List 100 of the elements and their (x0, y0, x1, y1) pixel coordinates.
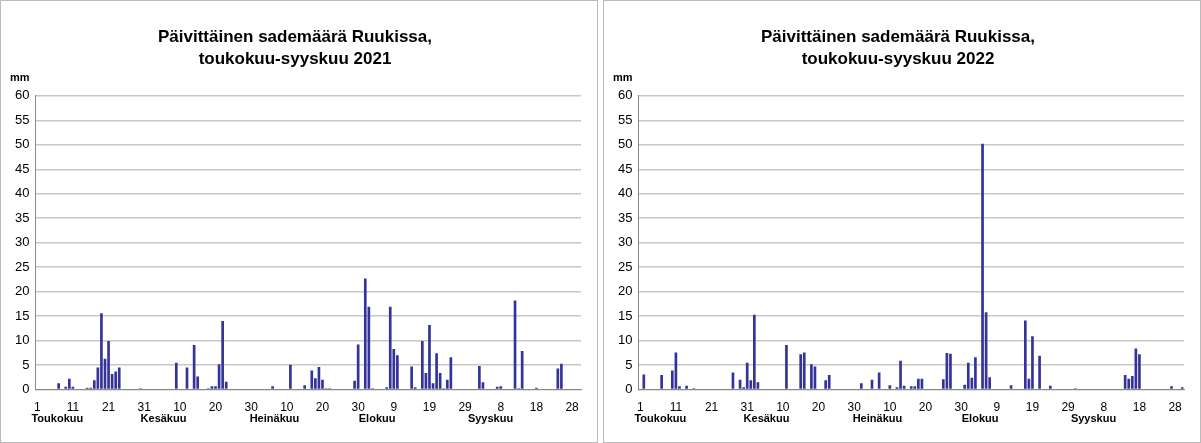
bar (974, 357, 977, 389)
bar (785, 345, 788, 389)
bar (685, 385, 688, 389)
bar (642, 374, 646, 389)
bar (271, 386, 274, 389)
bar (388, 306, 392, 389)
bar (289, 364, 292, 389)
bar (1048, 385, 1052, 389)
x-tick-label: 10 (776, 400, 790, 415)
y-tick-label: 35 (14, 209, 30, 225)
x-tick-label: 20 (315, 400, 330, 415)
x-tick-label: 19 (1025, 400, 1040, 415)
y-tick-label: 25 (617, 258, 633, 274)
text: Heinäkuu (249, 412, 300, 425)
text: Syyskuu (1070, 412, 1117, 425)
bar (556, 368, 560, 389)
bar (1038, 355, 1041, 389)
bar (117, 367, 121, 389)
y-tick-label: 0 (625, 381, 633, 397)
x-tick-label: 10 (883, 400, 897, 415)
bar (428, 324, 431, 389)
y-tick-label: 50 (617, 136, 633, 152)
bar (435, 353, 438, 389)
bar (1170, 386, 1173, 389)
x-tick-label: 28 (565, 400, 580, 415)
y-tick-label: 10 (617, 332, 633, 348)
bar (68, 378, 71, 389)
x-tick-label: 9 (390, 400, 398, 415)
text: Elokuu (358, 412, 396, 425)
text: Kesäkuu (743, 412, 790, 425)
x-tick-label: 1 (33, 400, 41, 415)
x-tick-label: 10 (280, 400, 294, 415)
y-tick-label: 55 (14, 111, 30, 127)
x-tick-label: 20 (918, 400, 933, 415)
bar (114, 371, 118, 389)
y-tick-label: 55 (617, 111, 633, 127)
y-axis-title: mm (9, 71, 30, 84)
x-tick-label: 30 (954, 400, 969, 415)
x-tick-label: 31 (740, 400, 755, 415)
x-tick-label: 18 (1132, 400, 1147, 415)
bar (799, 354, 803, 389)
bar (802, 352, 806, 389)
bar (1127, 378, 1131, 389)
y-tick-label: 30 (14, 234, 30, 250)
x-tick-label: 8 (1100, 400, 1108, 415)
bar (495, 386, 499, 389)
x-tick-label: 31 (137, 400, 152, 415)
bar (917, 378, 920, 389)
bar (100, 313, 103, 389)
bar (410, 366, 413, 389)
y-tick-label: 15 (14, 307, 30, 323)
text: Heinäkuu (852, 412, 903, 425)
y-tick-label: 40 (617, 185, 633, 201)
y-tick-label: 40 (14, 185, 30, 201)
bar (520, 350, 524, 389)
y-tick-label: 60 (617, 87, 633, 103)
bar (499, 386, 503, 389)
bar (859, 383, 863, 389)
x-tick-label: 1 (636, 400, 644, 415)
bar (1123, 374, 1127, 389)
text: Kesäkuu (140, 412, 187, 425)
y-tick-label: 25 (14, 258, 30, 274)
chart-subtitle: toukokuu-syyskuu 2022 (801, 49, 995, 69)
chart-title: Päivittäinen sademäärä Ruukissa, (760, 26, 1036, 46)
y-tick-label: 45 (14, 160, 30, 176)
text: Toukokuu (31, 412, 84, 425)
x-tick-label: 11 (66, 400, 80, 415)
text: Toukokuu (634, 412, 687, 425)
y-tick-label: 0 (22, 381, 30, 397)
x-tick-label: 29 (1061, 400, 1076, 415)
y-tick-label: 5 (625, 356, 633, 372)
x-tick-label: 30 (847, 400, 862, 415)
y-tick-label: 15 (617, 307, 633, 323)
x-tick-label: 10 (173, 400, 187, 415)
bar (1031, 336, 1034, 389)
bar (888, 385, 892, 389)
y-tick-label: 20 (617, 283, 633, 299)
x-tick-label: 9 (993, 400, 1001, 415)
y-tick-label: 60 (14, 87, 30, 103)
bar (174, 362, 178, 389)
bar (899, 360, 902, 389)
x-tick-label: 29 (458, 400, 473, 415)
text: Elokuu (961, 412, 999, 425)
bar (810, 364, 813, 389)
y-tick-label: 20 (14, 283, 30, 299)
bar (660, 374, 663, 389)
x-tick-label: 28 (1168, 400, 1183, 415)
bar (303, 385, 306, 389)
x-tick-label: 30 (244, 400, 259, 415)
bar (310, 370, 314, 389)
bar (981, 143, 984, 389)
text: Syyskuu (467, 412, 514, 425)
bar (221, 321, 224, 389)
y-tick-label: 5 (22, 356, 30, 372)
x-tick-label: 19 (422, 400, 437, 415)
bar (57, 383, 60, 389)
x-tick-label: 20 (811, 400, 826, 415)
bar (478, 366, 481, 389)
bar (560, 363, 563, 389)
chart-subtitle: toukokuu-syyskuu 2021 (198, 49, 392, 69)
